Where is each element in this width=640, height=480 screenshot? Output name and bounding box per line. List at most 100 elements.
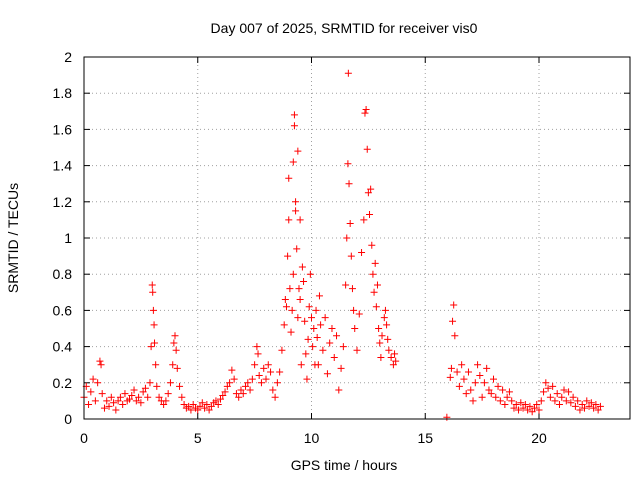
data-point (107, 393, 115, 401)
data-point (251, 361, 259, 369)
data-point (551, 397, 559, 405)
data-point (460, 375, 468, 383)
data-point (271, 393, 279, 401)
data-point (549, 382, 557, 390)
data-point (524, 406, 532, 414)
data-point (512, 401, 520, 409)
data-point (342, 281, 350, 289)
data-point (480, 379, 488, 387)
data-point (226, 379, 234, 387)
data-point (169, 361, 177, 369)
data-point (173, 364, 181, 372)
data-point (567, 399, 575, 407)
data-point (185, 402, 193, 410)
data-point (189, 401, 197, 409)
data-point (278, 346, 286, 354)
data-point (368, 241, 376, 249)
y-tick-label: 0.4 (53, 339, 73, 355)
data-point (150, 321, 158, 329)
data-point (97, 361, 105, 369)
data-point (194, 406, 202, 414)
data-point (596, 402, 604, 410)
y-tick-label: 0.8 (53, 266, 73, 282)
data-point (521, 401, 529, 409)
data-point (594, 406, 602, 414)
data-point (373, 281, 381, 289)
y-tick-label: 1 (64, 230, 72, 246)
data-point (223, 382, 231, 390)
data-points (80, 69, 604, 421)
data-point (546, 393, 554, 401)
data-point (462, 390, 470, 398)
data-point (555, 401, 563, 409)
data-point (328, 325, 336, 332)
data-point (153, 382, 161, 390)
x-tick-label: 10 (304, 430, 320, 446)
data-point (126, 395, 133, 403)
data-point (367, 185, 375, 193)
x-tick-label: 0 (80, 430, 88, 446)
data-point (132, 397, 140, 405)
data-point (443, 413, 451, 421)
data-point (281, 296, 289, 304)
data-point (290, 122, 298, 130)
data-point (528, 408, 536, 416)
data-point (346, 220, 354, 228)
data-point (391, 350, 399, 358)
data-point (355, 310, 363, 318)
data-point (235, 393, 243, 401)
data-point (308, 314, 315, 322)
data-point (300, 277, 308, 285)
data-point (302, 350, 310, 358)
data-point (205, 406, 213, 414)
data-point (242, 382, 250, 390)
data-point (530, 404, 538, 412)
data-point (505, 388, 513, 396)
data-point (110, 399, 118, 407)
data-point (587, 399, 595, 407)
data-point (267, 368, 275, 376)
data-point (571, 402, 579, 410)
data-point (326, 339, 334, 347)
data-point (172, 346, 180, 354)
data-point (378, 332, 386, 340)
data-point (239, 390, 247, 398)
data-point (207, 402, 215, 410)
data-point (499, 386, 507, 394)
data-point (362, 105, 370, 113)
data-point (537, 397, 545, 405)
data-point (372, 303, 380, 311)
data-point (212, 397, 220, 405)
data-point (450, 301, 458, 309)
data-point (105, 402, 113, 410)
y-tick-label: 0 (64, 411, 72, 427)
data-point (217, 395, 224, 403)
data-point (519, 404, 527, 412)
data-point (464, 368, 472, 376)
y-tick-label: 1.6 (53, 121, 73, 137)
data-point (301, 317, 309, 325)
data-point (381, 306, 389, 314)
data-point (180, 401, 188, 409)
data-point (286, 285, 294, 293)
data-point (317, 321, 325, 329)
data-point (451, 332, 459, 340)
data-point (508, 397, 516, 405)
data-point (255, 372, 263, 380)
data-point (248, 375, 256, 383)
data-point (358, 248, 366, 256)
data-point (562, 397, 570, 405)
data-point (100, 404, 108, 412)
data-point (458, 361, 466, 369)
data-point (144, 393, 152, 401)
data-point (314, 361, 322, 369)
data-point (178, 393, 186, 401)
data-point (369, 270, 377, 278)
data-point (363, 145, 371, 153)
data-point (296, 296, 304, 304)
data-point (103, 397, 111, 405)
data-point (164, 390, 172, 398)
data-point (583, 397, 591, 405)
data-point (293, 245, 301, 253)
